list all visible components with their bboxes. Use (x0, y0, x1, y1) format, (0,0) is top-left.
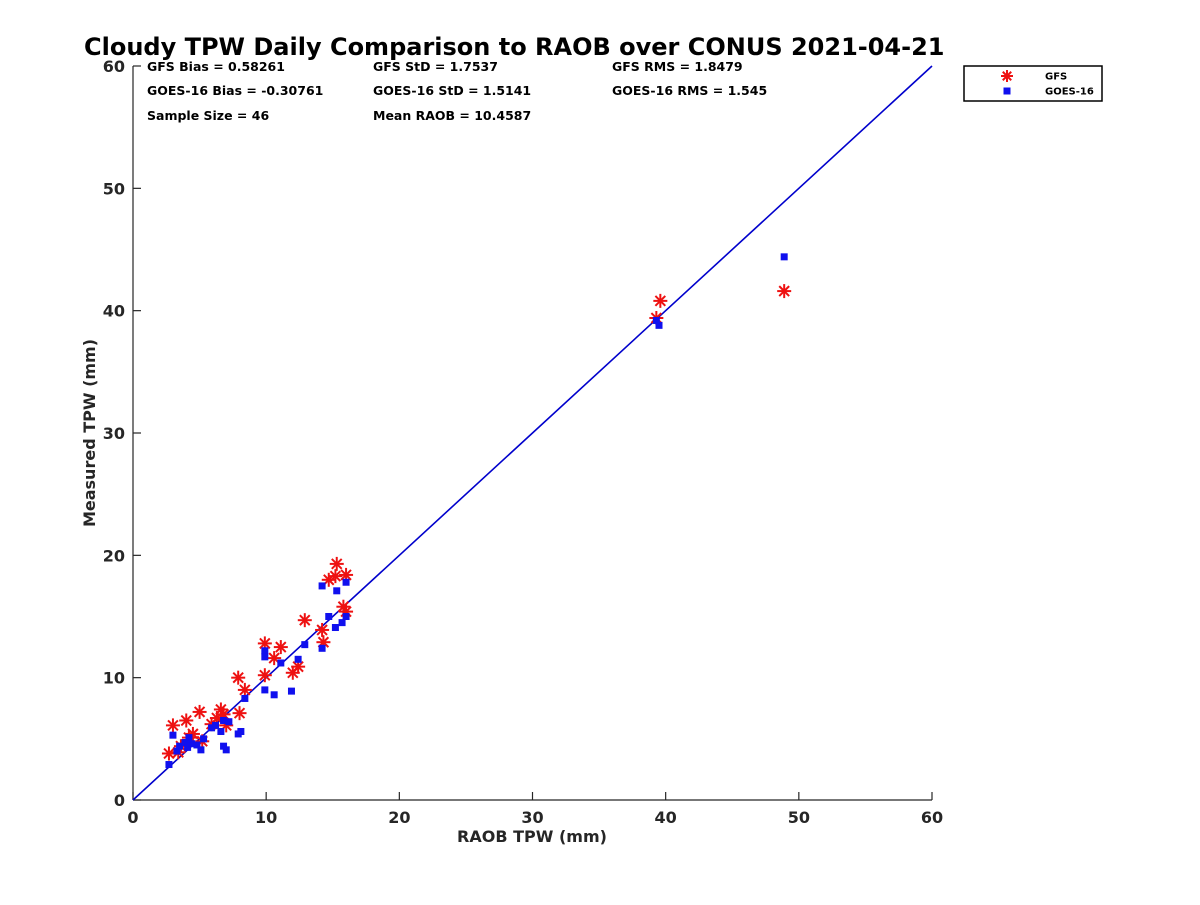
data-points (161, 253, 792, 769)
goes16-point (225, 718, 233, 726)
statistics-block: GFS Bias = 0.58261 GFS StD = 1.7537 GFS RM… (147, 59, 767, 123)
gfs-point (231, 670, 246, 685)
gfs-point (329, 556, 344, 571)
x-tick-label: 0 (127, 808, 138, 827)
goes16-point (193, 741, 201, 749)
stat-text: GOES-16 StD = 1.5141 (373, 83, 531, 98)
stat-text: GOES-16 Bias = -0.30761 (147, 83, 323, 98)
goes16-point (169, 731, 177, 739)
gfs-point (777, 284, 792, 299)
gfs-point (179, 713, 194, 728)
goes16-point (176, 742, 184, 750)
goes16-point (261, 647, 269, 655)
y-tick-label: 0 (114, 791, 125, 810)
goes16-point (188, 740, 196, 748)
legend-goes16-marker (1003, 87, 1011, 95)
goes16-point (277, 659, 285, 667)
y-tick-label: 50 (103, 179, 125, 198)
goes16-point (220, 716, 228, 724)
goes16-point (318, 582, 326, 590)
y-tick-label: 20 (103, 546, 125, 565)
goes16-point (261, 686, 269, 694)
stat-text: Mean RAOB = 10.4587 (373, 108, 531, 123)
y-tick-label: 10 (103, 669, 125, 688)
gfs-point (165, 718, 180, 733)
goes16-point (184, 743, 192, 751)
y-tick-label: 30 (103, 424, 125, 443)
stat-text: GOES-16 RMS = 1.545 (612, 83, 767, 98)
goes16-point (185, 734, 193, 742)
goes16-point (173, 747, 181, 755)
goes16-point (212, 721, 220, 729)
goes16-point (220, 742, 228, 750)
y-axis-label: Measured TPW (mm) (80, 339, 99, 527)
legend: GFS GOES-16 (963, 65, 1103, 102)
legend-label: GFS (1045, 72, 1067, 83)
legend-gfs-marker (1001, 70, 1013, 82)
goes16-point (222, 746, 230, 754)
goes16-point (342, 578, 350, 586)
goes16-point (287, 687, 295, 695)
goes16-point (241, 694, 249, 702)
gfs-point (297, 613, 312, 628)
y-tick-label: 40 (103, 302, 125, 321)
chart-title: Cloudy TPW Daily Comparison to RAOB over… (84, 33, 944, 61)
goes16-point (294, 655, 302, 663)
goes16-point (780, 253, 788, 261)
goes16-point (181, 739, 189, 747)
goes16-point (318, 644, 326, 652)
goes16-point (301, 641, 309, 649)
gfs-point (232, 706, 247, 721)
legend-label: GOES-16 (1045, 87, 1094, 98)
goes16-point (165, 761, 173, 769)
goes16-point (200, 735, 208, 743)
x-tick-label: 30 (521, 808, 543, 827)
x-tick-label: 60 (921, 808, 943, 827)
gfs-point (237, 682, 252, 697)
stat-text: GFS Bias = 0.58261 (147, 59, 285, 74)
goes16-point (655, 321, 663, 329)
goes16-point (333, 587, 341, 595)
goes16-point (261, 653, 269, 661)
goes16-point (652, 316, 660, 324)
stat-text: GFS StD = 1.7537 (373, 59, 498, 74)
gfs-point (267, 651, 282, 666)
y-ticks: 0 10 20 30 40 50 60 (103, 57, 141, 810)
x-tick-label: 10 (255, 808, 277, 827)
gfs-point (192, 704, 207, 719)
goes16-point (342, 613, 350, 620)
x-ticks: 0 10 20 30 40 50 60 (127, 792, 943, 827)
gfs-point (328, 569, 343, 584)
goes16-point (325, 613, 333, 620)
x-tick-label: 40 (655, 808, 677, 827)
gfs-point (315, 622, 330, 637)
y-tick-label: 60 (103, 57, 125, 76)
x-tick-label: 20 (388, 808, 410, 827)
gfs-point (257, 636, 272, 651)
gfs-point (273, 640, 288, 655)
gfs-point (257, 668, 272, 683)
legend-box (963, 65, 1103, 102)
goes16-point (208, 724, 216, 732)
stat-text: Sample Size = 46 (147, 108, 269, 123)
stat-text: GFS RMS = 1.8479 (612, 59, 743, 74)
x-axis-label: RAOB TPW (mm) (457, 827, 607, 846)
goes16-point (217, 727, 225, 735)
goes16-point (237, 727, 245, 735)
x-tick-label: 50 (788, 808, 810, 827)
gfs-point (653, 293, 668, 308)
series-goes-16 (165, 253, 788, 769)
goes16-point (197, 746, 205, 754)
goes16-point (270, 691, 278, 699)
goes16-point (331, 624, 339, 632)
goes16-point (338, 619, 346, 627)
